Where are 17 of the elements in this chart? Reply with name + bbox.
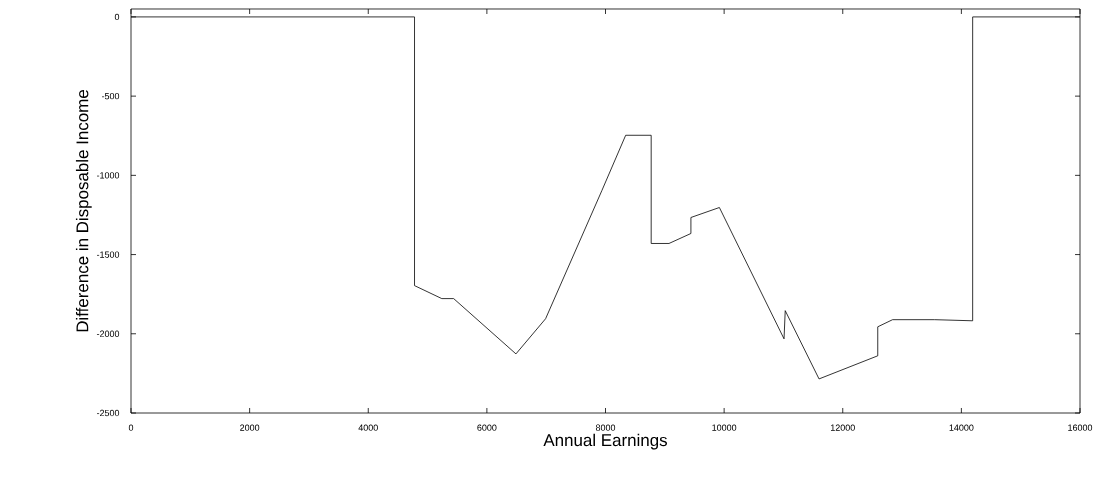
y-tick-label: -2500 — [96, 409, 120, 417]
x-tick-label: 10000 — [712, 424, 737, 431]
y-tick-label: -500 — [101, 92, 120, 100]
x-tick-label: 8000 — [595, 424, 616, 431]
x-tick-label: 14000 — [949, 424, 974, 431]
y-tick-label: 0 — [114, 13, 120, 21]
x-tick-label: 4000 — [358, 424, 378, 431]
x-axis-title: Annual Earnings — [543, 433, 667, 450]
x-tick-label: 16000 — [1068, 424, 1093, 431]
y-tick-label: -1000 — [96, 172, 120, 179]
x-tick-label: 0 — [128, 424, 134, 431]
x-tick-label: 6000 — [477, 424, 497, 431]
y-axis-title: Difference in Disposable Income — [75, 90, 92, 332]
y-tick-label: -1500 — [96, 251, 120, 258]
x-tick-label: 12000 — [830, 424, 855, 431]
x-tick-label: 2000 — [240, 424, 260, 431]
y-tick-label: -2000 — [96, 330, 120, 337]
